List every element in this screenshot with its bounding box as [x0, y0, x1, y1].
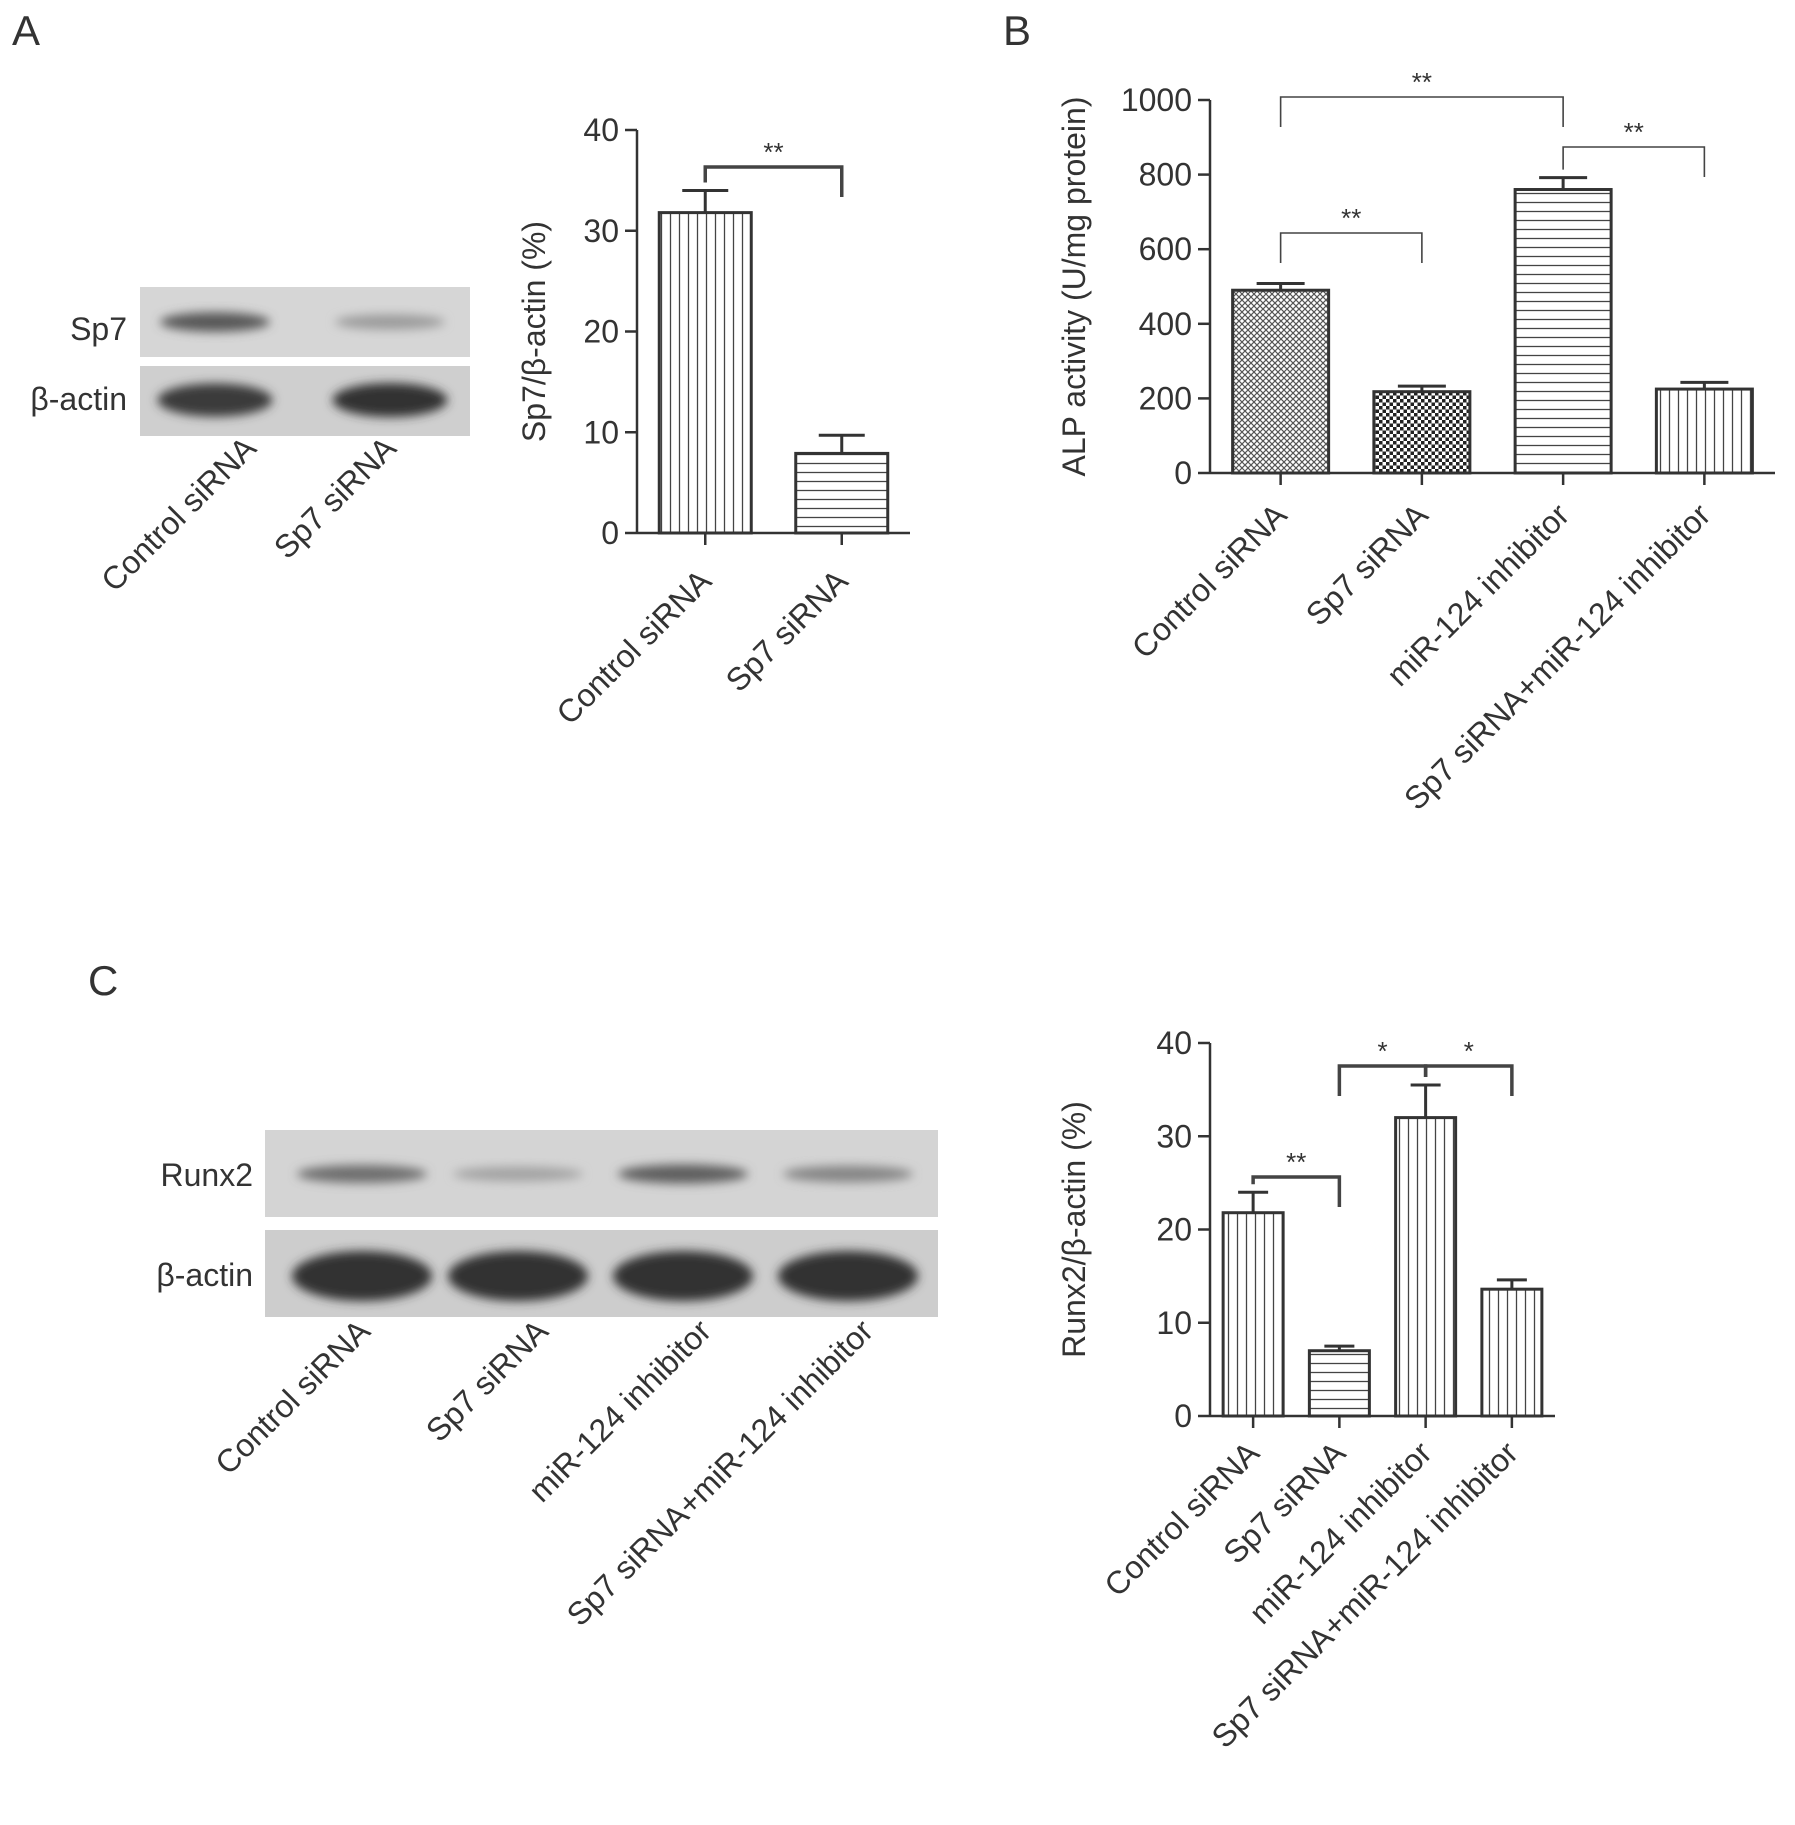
bar-2 — [1513, 188, 1613, 475]
blot-a-band-1-1 — [332, 383, 448, 417]
y-tick-label: 40 — [583, 112, 619, 148]
significance-label-2: * — [1464, 1036, 1474, 1066]
blot-c-band-0-1 — [453, 1166, 583, 1182]
blot-a-band-0-1 — [335, 314, 445, 330]
y-tick-label: 1000 — [1121, 82, 1192, 118]
blot-c-band-0-0 — [297, 1164, 427, 1184]
y-tick-label: 400 — [1139, 306, 1192, 342]
significance-label-2: ** — [1624, 117, 1644, 147]
significance-bracket-0 — [703, 165, 844, 197]
blot-a-row-label-actin: β-actin — [30, 381, 127, 417]
y-axis-title: Sp7/β-actin (%) — [516, 221, 552, 442]
y-tick-label: 30 — [583, 213, 619, 249]
bar-0 — [657, 211, 753, 535]
blot-c-band-1-2 — [613, 1251, 753, 1301]
significance-bracket-1 — [1279, 96, 1564, 127]
x-tick-label-0: Control siRNA — [1125, 496, 1294, 665]
blot-c-band-0-2 — [618, 1164, 748, 1184]
y-tick-label: 800 — [1139, 157, 1192, 193]
chart-a: 0 10 20 30 40 Sp7/β-actin (%) Control siRNA Sp7… — [516, 112, 910, 731]
blot-c-lane-label-control: Control siRNA — [208, 1312, 377, 1481]
y-tick-label: 0 — [1174, 1398, 1192, 1434]
significance-bracket-0 — [1279, 232, 1423, 263]
bar-0 — [1231, 288, 1331, 475]
blot-a-band-1-0 — [157, 383, 273, 417]
bar-1 — [1307, 1349, 1371, 1418]
bar-3 — [1654, 387, 1754, 475]
y-tick-label: 0 — [601, 515, 619, 551]
significance-label-1: * — [1377, 1036, 1387, 1066]
x-tick-label-1: Sp7 siRNA — [719, 562, 856, 699]
bar-1 — [1372, 390, 1472, 475]
significance-bracket-0 — [1251, 1175, 1342, 1207]
blot-c-lane-label-sp7: Sp7 siRNA — [419, 1312, 556, 1449]
y-tick-label: 600 — [1139, 231, 1192, 267]
significance-bracket-2 — [1423, 1064, 1514, 1096]
bar-0 — [1221, 1211, 1285, 1418]
panel-letter-b: B — [1003, 7, 1031, 54]
panel-letter-c: C — [88, 957, 118, 1004]
bar-3 — [1480, 1287, 1544, 1418]
y-tick-label: 40 — [1156, 1025, 1192, 1061]
y-tick-label: 0 — [1174, 455, 1192, 491]
y-tick-label: 20 — [1156, 1212, 1192, 1248]
y-tick-label: 10 — [1156, 1305, 1192, 1341]
x-tick-label-0: Control siRNA — [1097, 1434, 1266, 1603]
chart-b: 0 200 400 600 800 1000 ALP activity (U/mg prot… — [1056, 67, 1775, 817]
significance-label-0: ** — [1341, 203, 1361, 233]
y-tick-label: 200 — [1139, 380, 1192, 416]
bar-1 — [794, 451, 890, 535]
significance-bracket-2 — [1562, 146, 1706, 177]
x-tick-label-0: Control siRNA — [549, 562, 718, 731]
blot-a-lane-label-control: Control siRNA — [94, 429, 263, 598]
blot-a-band-0-0 — [160, 312, 270, 332]
blot-a-lane-label-sp7: Sp7 siRNA — [267, 429, 404, 566]
y-axis-title: Runx2/β-actin (%) — [1056, 1101, 1092, 1358]
western-blot-a: Sp7 β-actin Control siRNA Sp7 siRNA — [30, 287, 470, 598]
x-tick-label-1: Sp7 siRNA — [1299, 496, 1436, 633]
x-tick-label-3: Sp7 siRNA+miR-124 inhibitor — [1397, 496, 1718, 817]
significance-label-0: ** — [763, 137, 783, 167]
panel-letter-a: A — [12, 7, 40, 54]
y-tick-label: 10 — [583, 414, 619, 450]
blot-c-row-label-actin: β-actin — [156, 1257, 253, 1293]
significance-label-1: ** — [1412, 67, 1432, 97]
blot-c-row-label-runx2: Runx2 — [161, 1157, 254, 1193]
y-tick-label: 20 — [583, 314, 619, 350]
blot-a-row-label-sp7: Sp7 — [70, 311, 127, 347]
y-axis-title: ALP activity (U/mg protein) — [1056, 97, 1092, 477]
western-blot-c: Runx2 β-actin Control siRNA Sp7 siRNA mi… — [156, 1130, 938, 1633]
significance-label-0: ** — [1286, 1147, 1306, 1177]
blot-c-lane-label-combo: Sp7 siRNA+miR-124 inhibitor — [560, 1312, 881, 1633]
blot-c-band-1-1 — [448, 1251, 588, 1301]
bar-2 — [1394, 1116, 1458, 1418]
blot-c-band-1-3 — [778, 1251, 918, 1301]
y-tick-label: 30 — [1156, 1118, 1192, 1154]
blot-c-band-0-3 — [783, 1165, 913, 1183]
blot-c-band-1-0 — [292, 1251, 432, 1301]
significance-bracket-1 — [1337, 1064, 1428, 1096]
